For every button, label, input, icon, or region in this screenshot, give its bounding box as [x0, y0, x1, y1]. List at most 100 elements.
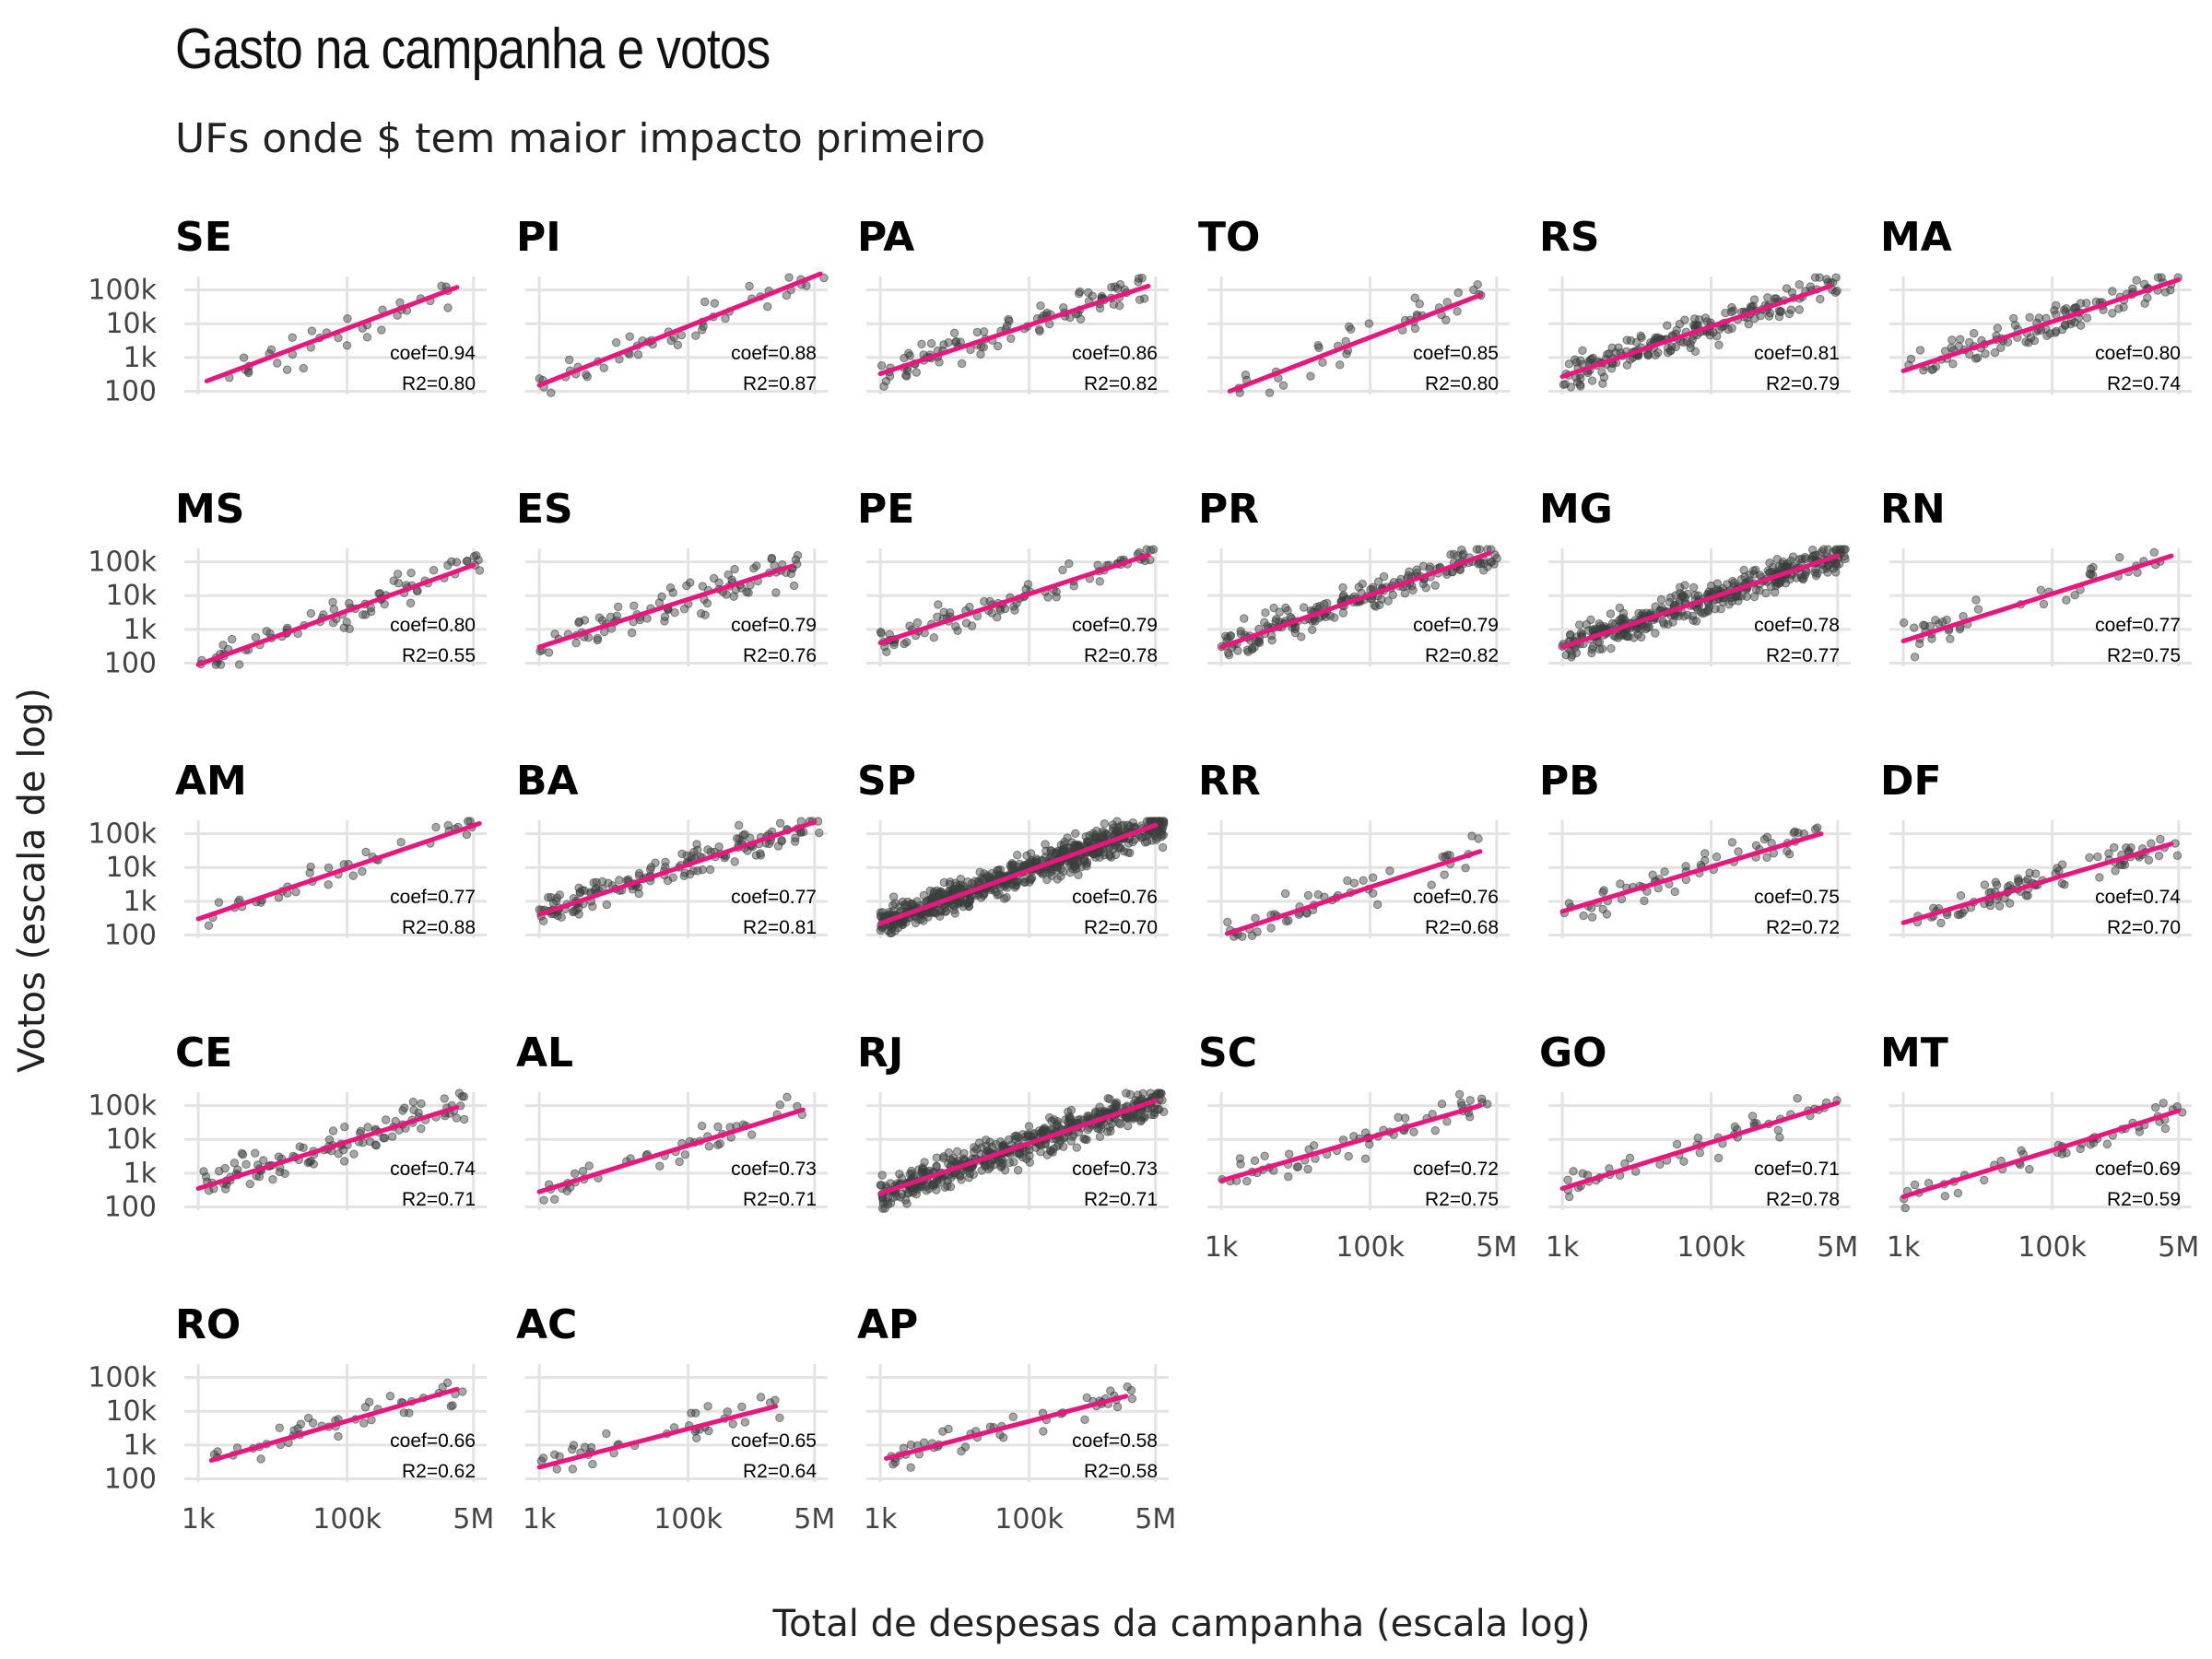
- data-point: [1103, 1093, 1112, 1103]
- y-tick-label: 100k: [88, 275, 157, 307]
- data-point: [547, 388, 556, 397]
- data-point: [953, 626, 962, 636]
- data-point: [228, 634, 237, 644]
- data-point: [1831, 568, 1841, 577]
- r2-label: R2=0.80: [402, 373, 476, 394]
- coef-label: coef=0.74: [390, 1159, 476, 1180]
- data-point: [1467, 831, 1477, 841]
- data-point: [1425, 562, 1435, 571]
- data-point: [1566, 630, 1575, 640]
- data-point: [939, 1154, 948, 1163]
- data-point: [1240, 614, 1249, 623]
- x-tick-label: 100k: [2018, 1231, 2087, 1264]
- panel-title: RJ: [857, 1030, 903, 1077]
- data-point: [642, 614, 652, 623]
- data-point: [1303, 890, 1313, 900]
- data-point: [459, 1114, 469, 1124]
- data-point: [1762, 853, 1771, 863]
- data-point: [1446, 550, 1455, 559]
- data-point: [1056, 872, 1065, 881]
- coef-label: coef=0.73: [1072, 1159, 1158, 1180]
- data-point: [979, 327, 989, 336]
- data-point: [1680, 581, 1689, 590]
- data-point: [538, 1453, 548, 1463]
- coef-label: coef=0.80: [2095, 343, 2181, 364]
- data-point: [1571, 355, 1580, 364]
- data-point: [957, 1175, 966, 1184]
- coef-label: coef=0.77: [731, 887, 817, 908]
- data-point: [275, 1423, 284, 1432]
- r2-label: R2=0.80: [1425, 373, 1499, 394]
- data-point: [1611, 632, 1620, 641]
- data-point: [1010, 606, 1019, 615]
- data-point: [1261, 608, 1270, 618]
- coef-label: coef=0.80: [390, 615, 476, 636]
- data-point: [400, 1103, 409, 1112]
- data-point: [462, 557, 472, 566]
- data-point: [1956, 891, 1966, 900]
- data-point: [359, 1418, 369, 1428]
- data-point: [443, 303, 453, 312]
- data-point: [677, 330, 687, 340]
- fit-line: [195, 821, 482, 922]
- coef-label: coef=0.73: [731, 1159, 817, 1180]
- data-point: [900, 900, 910, 910]
- data-point: [211, 660, 220, 669]
- panel-title: SE: [175, 214, 232, 261]
- r2-label: R2=0.78: [1766, 1189, 1840, 1210]
- panel-pi: PI coef=0.88 R2=0.87: [516, 214, 829, 397]
- r2-label: R2=0.79: [1766, 373, 1840, 394]
- data-point: [1123, 1121, 1133, 1131]
- data-point: [1095, 577, 1104, 586]
- coef-label: coef=0.78: [1754, 615, 1840, 636]
- panel-title: SP: [857, 758, 916, 805]
- data-point: [1658, 618, 1668, 627]
- data-point: [944, 1424, 953, 1434]
- data-point: [588, 1459, 597, 1469]
- data-point: [1831, 559, 1841, 569]
- data-point: [677, 849, 687, 859]
- data-point: [1026, 849, 1036, 858]
- data-point: [1278, 381, 1288, 390]
- data-point: [714, 841, 724, 852]
- data-point: [1724, 600, 1734, 609]
- data-point: [689, 847, 699, 857]
- coef-label: coef=0.88: [731, 343, 817, 364]
- data-point: [1774, 306, 1784, 315]
- r2-label: R2=0.82: [1084, 373, 1158, 394]
- coef-label: coef=0.65: [731, 1430, 817, 1452]
- data-point: [1095, 1132, 1105, 1142]
- data-point: [1773, 1125, 1783, 1135]
- data-point: [1774, 312, 1784, 322]
- data-point: [1587, 376, 1597, 385]
- data-point: [1919, 620, 1928, 629]
- data-point: [1794, 280, 1805, 289]
- panel-title: PE: [857, 486, 914, 533]
- data-point: [1275, 607, 1284, 617]
- coef-label: coef=0.74: [2095, 887, 2181, 908]
- data-point: [745, 281, 754, 291]
- data-point: [1465, 1096, 1475, 1105]
- data-point: [334, 1149, 343, 1159]
- x-tick-label: 1k: [1546, 1231, 1580, 1264]
- data-point: [1043, 593, 1053, 602]
- data-point: [1046, 1147, 1055, 1156]
- data-point: [876, 628, 886, 637]
- data-point: [935, 887, 946, 897]
- panel-title: AM: [175, 758, 247, 805]
- data-point: [934, 600, 943, 609]
- data-point: [1394, 1112, 1403, 1123]
- panel-title: BA: [516, 758, 579, 805]
- data-point: [544, 892, 553, 902]
- x-tick-label: 1k: [1887, 1231, 1921, 1264]
- data-point: [2010, 321, 2020, 330]
- data-point: [998, 1433, 1008, 1442]
- data-point: [1360, 1154, 1371, 1163]
- panel-title: RS: [1539, 214, 1600, 261]
- data-point: [2034, 313, 2044, 323]
- data-point: [1475, 545, 1484, 554]
- data-point: [569, 907, 578, 917]
- data-point: [692, 1433, 701, 1442]
- r2-label: R2=0.82: [1425, 645, 1499, 666]
